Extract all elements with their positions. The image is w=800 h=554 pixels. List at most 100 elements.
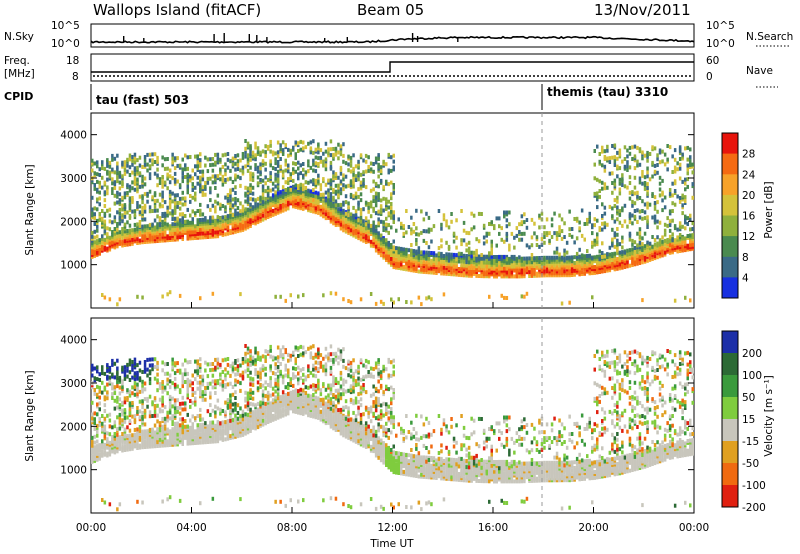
- power-cell: [638, 227, 642, 232]
- power-cell: [651, 235, 654, 239]
- power-cell: [374, 191, 378, 196]
- velocity-cell: [133, 371, 137, 376]
- power-cell: [239, 158, 242, 163]
- power-cell: [256, 181, 260, 186]
- power-cell: [93, 235, 96, 240]
- velocity-cell: [191, 381, 194, 386]
- power-cell: [304, 145, 308, 150]
- power-cell: [616, 257, 619, 261]
- power-cell: [435, 257, 438, 262]
- power-cell: [689, 159, 692, 164]
- power-cell: [412, 249, 416, 254]
- power-cell: [264, 150, 267, 155]
- power-cell: [284, 188, 287, 192]
- power-cell: [618, 187, 622, 192]
- power-cell: [505, 210, 509, 215]
- power-cell: [206, 169, 210, 174]
- power-cell: [470, 211, 473, 216]
- power-cell: [224, 232, 227, 237]
- power-cell: [395, 246, 398, 251]
- power-cell: [563, 252, 566, 257]
- power-cell: [281, 148, 285, 153]
- velocity-cell: [184, 424, 187, 429]
- power-cell: [427, 215, 431, 220]
- power-cell: [309, 140, 313, 145]
- power-cell: [568, 265, 571, 270]
- power-cell: [641, 209, 644, 213]
- power-cell: [151, 237, 154, 242]
- power-cell: [666, 238, 669, 242]
- power-cell: [211, 215, 215, 220]
- power-cell: [141, 178, 144, 183]
- power-cell: [101, 237, 104, 241]
- velocity-cell: [143, 387, 147, 392]
- power-cell: [168, 174, 172, 179]
- power-cell: [108, 160, 112, 165]
- velocity-cell: [98, 385, 101, 390]
- velocity-cell: [191, 422, 194, 427]
- power-cell: [294, 183, 297, 188]
- power-cell: [302, 293, 305, 298]
- power-cell: [236, 167, 240, 171]
- cpid-row: CPID tau (fast) 503 themis (tau) 3310: [4, 84, 668, 110]
- power-cell: [490, 254, 493, 259]
- power-cell: [294, 140, 297, 145]
- power-cell: [201, 212, 205, 217]
- power-cell: [367, 168, 370, 173]
- power-cell: [108, 207, 112, 212]
- power-cell: [631, 221, 634, 226]
- velocity-cell: [189, 379, 192, 384]
- velocity-cell: [133, 432, 137, 437]
- power-cell: [334, 183, 338, 188]
- power-cell: [535, 256, 539, 261]
- power-cell: [447, 252, 451, 257]
- power-cell: [601, 186, 604, 191]
- power-cell: [166, 172, 169, 177]
- power-cell: [503, 239, 506, 244]
- power-cell: [261, 196, 265, 201]
- power-cell: [390, 209, 393, 214]
- power-cell: [163, 200, 167, 205]
- power-cell: [259, 170, 262, 175]
- power-cell: [314, 178, 318, 183]
- power-cell: [465, 230, 468, 235]
- power-cell: [357, 218, 360, 223]
- power-cell: [204, 225, 207, 230]
- power-cell: [684, 226, 687, 231]
- power-cell: [678, 196, 682, 200]
- power-cell: [601, 254, 604, 259]
- power-cell: [427, 227, 431, 232]
- velocity-cell: [181, 434, 184, 439]
- power-cell: [681, 236, 684, 241]
- power-cell: [565, 240, 569, 245]
- power-cell: [678, 221, 682, 226]
- power-cell: [691, 162, 694, 167]
- power-cell: [676, 249, 679, 254]
- power-cell: [317, 150, 320, 155]
- power-cell: [377, 217, 380, 222]
- power-cell: [684, 195, 687, 200]
- power-cell: [651, 192, 654, 197]
- power-cell: [138, 238, 142, 243]
- velocity-cell: [141, 399, 144, 404]
- power-cell: [269, 149, 272, 154]
- power-cell: [668, 191, 672, 196]
- power-cell: [261, 213, 265, 218]
- power-cell: [266, 144, 270, 149]
- power-cell: [583, 260, 586, 265]
- velocity-cell: [138, 435, 142, 440]
- power-cell: [141, 295, 144, 300]
- velocity-cell: [91, 400, 94, 405]
- power-cell: [377, 153, 380, 158]
- power-cell: [628, 181, 632, 185]
- power-cell: [226, 214, 230, 219]
- power-cell: [606, 156, 609, 161]
- power-cell: [442, 254, 446, 258]
- power-cell: [530, 253, 534, 257]
- velocity-cell: [143, 367, 147, 372]
- power-cell: [505, 237, 509, 242]
- power-cell: [246, 168, 250, 173]
- power-cell: [309, 206, 313, 211]
- power-cell: [382, 159, 385, 164]
